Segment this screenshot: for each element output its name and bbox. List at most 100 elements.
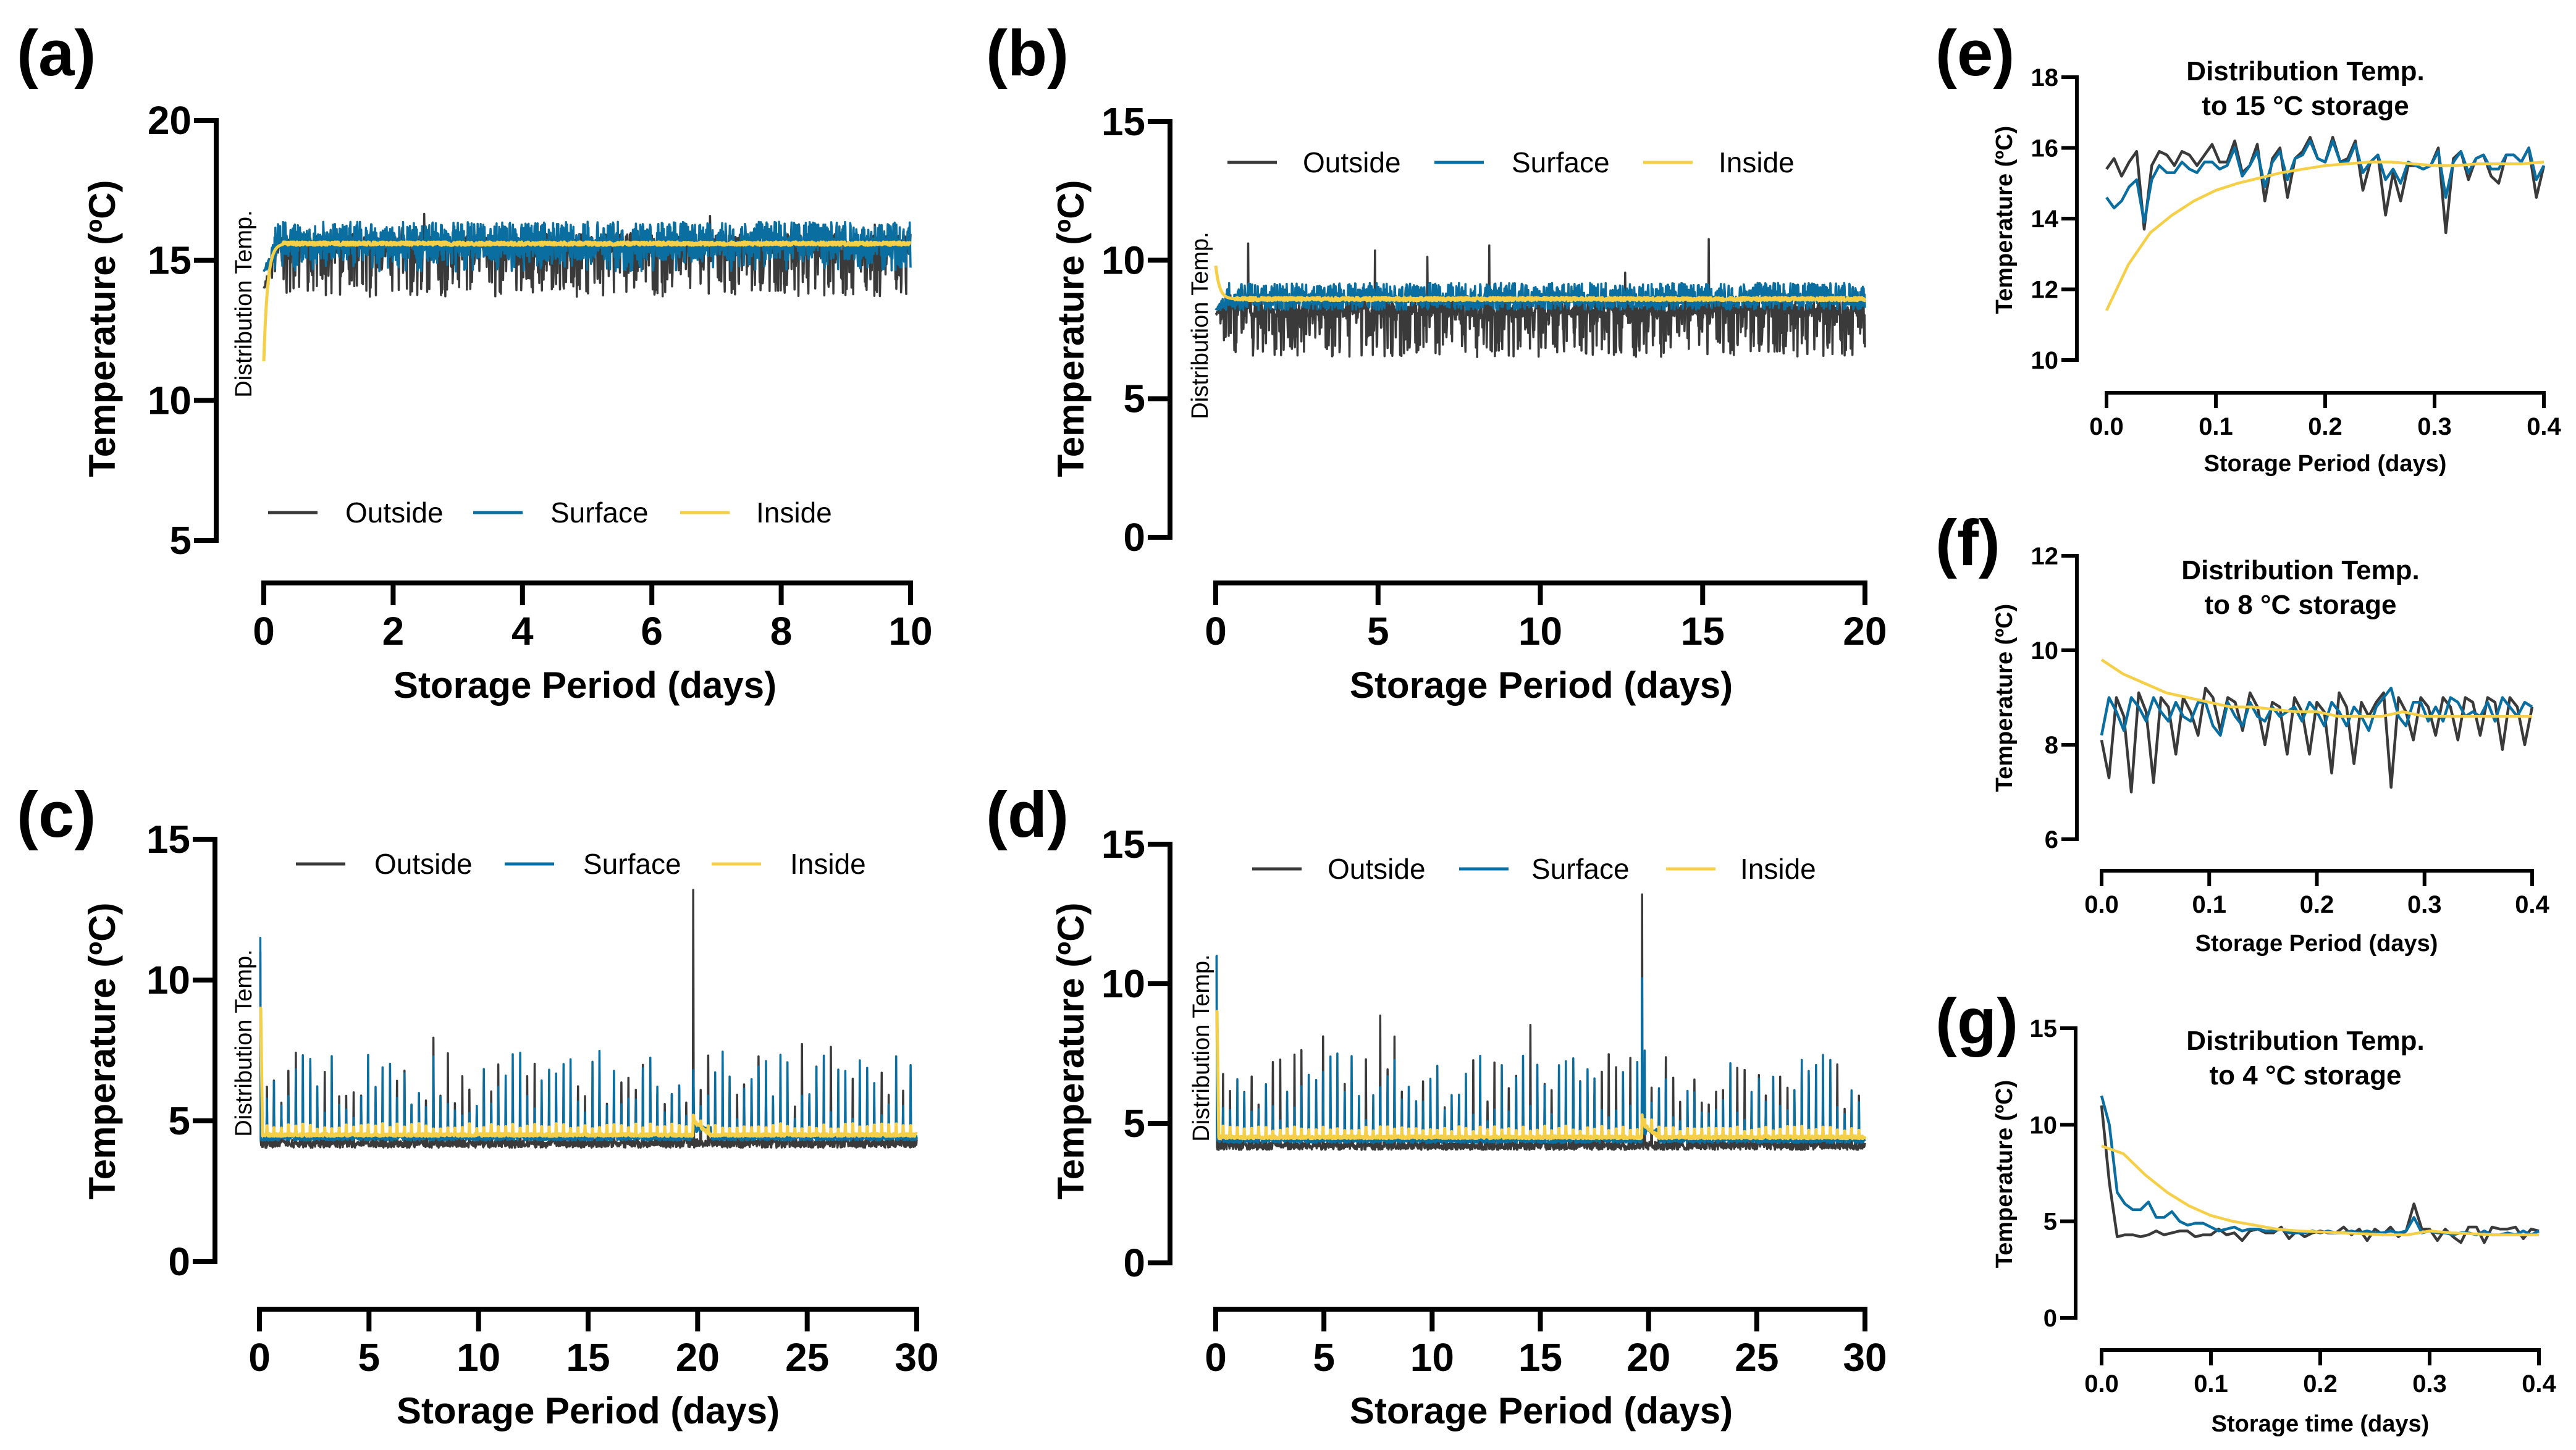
series-surface-line bbox=[258, 936, 918, 1142]
y-tick-label: 5 bbox=[169, 518, 192, 563]
legend: Outside Surface Inside bbox=[296, 848, 866, 880]
x-tick-label: 0.3 bbox=[2412, 1370, 2447, 1398]
x-tick-label: 0.0 bbox=[2084, 891, 2119, 918]
series-inside-line bbox=[1214, 265, 1866, 303]
x-tick-label: 8 bbox=[770, 609, 793, 653]
distribution-temp-annotation: Distribution Temp. bbox=[231, 210, 257, 397]
series-surface-line bbox=[1214, 955, 1866, 1144]
x-tick-label: 10 bbox=[888, 609, 932, 653]
x-tick-label: 0.1 bbox=[2194, 1370, 2228, 1398]
y-tick-label: 10 bbox=[1101, 962, 1145, 1006]
legend-label: Outside bbox=[345, 497, 444, 529]
x-tick-label: 0.4 bbox=[2527, 413, 2561, 440]
x-tick-label: 10 bbox=[457, 1335, 500, 1380]
series-outside-line bbox=[2100, 686, 2534, 794]
y-tick-label: 15 bbox=[148, 238, 192, 283]
series-inside-line bbox=[258, 1007, 918, 1138]
x-tick-label: 0.1 bbox=[2192, 891, 2226, 918]
x-tick-label: 0.0 bbox=[2084, 1370, 2119, 1398]
y-tick-label: 5 bbox=[1123, 1101, 1145, 1146]
series-inside-line bbox=[2105, 161, 2544, 311]
panel-label: (a) bbox=[17, 17, 96, 90]
x-axis-title: Storage Period (days) bbox=[1350, 1390, 1733, 1431]
x-axis-title: Storage Period (days) bbox=[394, 664, 777, 706]
series-outside-line bbox=[2105, 136, 2546, 235]
y-tick-label: 5 bbox=[2044, 1209, 2057, 1236]
y-tick-label: 12 bbox=[2031, 543, 2059, 570]
y-axis-title: Temperature (ºC) bbox=[1992, 1080, 2018, 1268]
y-tick-label: 20 bbox=[148, 98, 192, 143]
y-tick-label: 10 bbox=[2031, 637, 2059, 664]
series-outside-line bbox=[258, 889, 918, 1149]
y-tick-label: 15 bbox=[1101, 822, 1145, 866]
legend-item: Inside bbox=[1666, 853, 1816, 885]
panel-d: (d) 0 5 10 15 0 5 10 15 20 25 30 Storage Period (day… bbox=[986, 779, 1887, 1431]
legend-label: Outside bbox=[1303, 146, 1401, 178]
chart-title-line: Distribution Temp. bbox=[2186, 1026, 2424, 1056]
x-tick-label: 20 bbox=[676, 1335, 720, 1380]
chart-title-line: to 8 °C storage bbox=[2205, 590, 2397, 620]
legend-label: Inside bbox=[790, 848, 866, 880]
panel-e: (e) 10 12 14 16 18 0.0 0.1 0.2 0.3 0.4 Storage Peri… bbox=[1935, 17, 2562, 477]
y-tick-label: 8 bbox=[2045, 732, 2058, 759]
y-tick-label: 16 bbox=[2031, 135, 2059, 162]
series-inside-line bbox=[2101, 1144, 2539, 1236]
legend-label: Surface bbox=[1512, 146, 1610, 178]
y-tick-label: 6 bbox=[2045, 826, 2058, 853]
x-tick-label: 15 bbox=[1681, 609, 1725, 653]
legend-label: Inside bbox=[756, 497, 832, 529]
chart-title-line: Distribution Temp. bbox=[2181, 555, 2419, 585]
y-axis-title: Temperature (ºC) bbox=[1992, 126, 2018, 314]
y-tick-label: 5 bbox=[168, 1099, 190, 1143]
y-axis-title: Temperature (ºC) bbox=[1050, 903, 1092, 1200]
legend-item: Surface bbox=[1459, 853, 1630, 885]
legend-item: Outside bbox=[296, 848, 473, 880]
x-tick-label: 0 bbox=[253, 609, 275, 653]
x-tick-label: 0.3 bbox=[2407, 891, 2442, 918]
legend-item: Inside bbox=[712, 848, 866, 880]
x-axis-title: Storage Period (days) bbox=[1350, 664, 1733, 706]
x-tick-label: 20 bbox=[1627, 1335, 1670, 1380]
x-tick-label: 10 bbox=[1518, 609, 1562, 653]
legend-item: Outside bbox=[1227, 146, 1401, 178]
series-inside-line bbox=[2100, 658, 2532, 718]
panel-label: (b) bbox=[986, 17, 1069, 90]
x-tick-label: 0.3 bbox=[2417, 413, 2452, 440]
chart-title-line: to 15 °C storage bbox=[2202, 91, 2409, 121]
y-tick-label: 14 bbox=[2031, 206, 2059, 233]
panel-f: (f) 6 8 10 12 0.0 0.1 0.2 0.3 0.4 Storage Period (… bbox=[1935, 507, 2550, 957]
y-axis-title: Temperature (ºC) bbox=[82, 903, 123, 1200]
x-tick-label: 5 bbox=[1367, 609, 1389, 653]
panel-label: (d) bbox=[986, 779, 1069, 851]
x-tick-label: 0 bbox=[1205, 1335, 1227, 1380]
legend-label: Inside bbox=[1740, 853, 1816, 885]
legend: Outside Surface Inside bbox=[268, 497, 832, 529]
x-tick-label: 2 bbox=[382, 609, 405, 653]
x-tick-label: 4 bbox=[511, 609, 534, 653]
y-axis-title: Temperature (ºC) bbox=[1050, 180, 1092, 477]
legend: Outside Surface Inside bbox=[1227, 146, 1795, 178]
x-tick-label: 0.4 bbox=[2515, 891, 2549, 918]
y-tick-label: 0 bbox=[1123, 1241, 1145, 1285]
x-tick-label: 25 bbox=[1735, 1335, 1778, 1380]
legend-label: Surface bbox=[1531, 853, 1630, 885]
y-tick-label: 0 bbox=[1123, 515, 1145, 559]
x-axis-title: Storage time (days) bbox=[2212, 1411, 2430, 1437]
y-tick-label: 10 bbox=[2031, 347, 2059, 374]
legend-label: Outside bbox=[374, 848, 473, 880]
legend-label: Outside bbox=[1328, 853, 1426, 885]
legend-label: Inside bbox=[1719, 146, 1795, 178]
y-tick-label: 0 bbox=[168, 1239, 190, 1284]
y-tick-label: 15 bbox=[146, 817, 190, 861]
x-tick-label: 5 bbox=[1313, 1335, 1335, 1380]
series-outside-line bbox=[1214, 893, 1866, 1151]
panel-b: (b) 0 5 10 15 0 5 10 15 20 Storage Period (days) Te… bbox=[986, 17, 1887, 706]
y-tick-label: 10 bbox=[1101, 238, 1145, 282]
chart-title-line: to 4 °C storage bbox=[2210, 1060, 2402, 1091]
x-tick-label: 0.2 bbox=[2308, 413, 2342, 440]
legend-item: Inside bbox=[1643, 146, 1795, 178]
distribution-temp-annotation: Distribution Temp. bbox=[1189, 954, 1214, 1141]
series-surface-line bbox=[2100, 1095, 2540, 1236]
x-tick-label: 0.2 bbox=[2303, 1370, 2338, 1398]
